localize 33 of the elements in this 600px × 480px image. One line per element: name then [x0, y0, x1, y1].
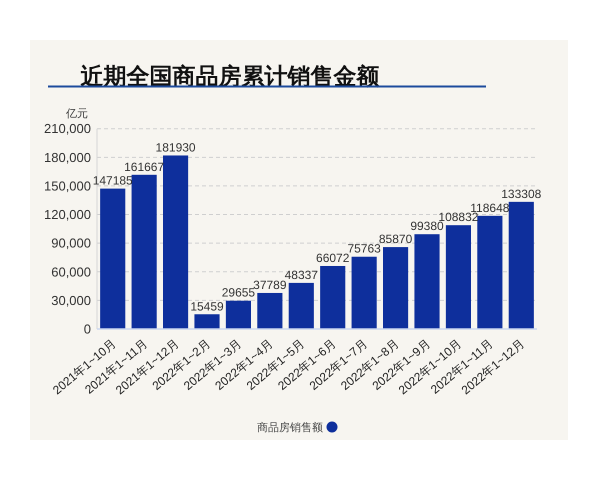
bar [352, 256, 377, 329]
bar [508, 202, 534, 329]
y-tick-label: 0 [84, 322, 91, 336]
y-tick-label: 30,000 [51, 292, 91, 308]
data-label: 133308 [501, 186, 542, 201]
data-label: 48337 [284, 268, 318, 282]
y-tick-label: 150,000 [44, 178, 91, 194]
bar [194, 314, 220, 329]
bar [257, 292, 282, 329]
y-axis-title: 亿元 [65, 108, 88, 120]
data-label: 15459 [190, 299, 224, 314]
data-label: 66072 [316, 250, 350, 265]
y-tick-label: 210,000 [44, 121, 91, 136]
bar [446, 225, 471, 329]
data-label: 37789 [253, 278, 287, 292]
bar [226, 300, 251, 329]
bar [414, 234, 440, 329]
bar [100, 188, 126, 329]
bar [320, 266, 346, 329]
bar [383, 247, 408, 329]
bar [163, 155, 188, 329]
data-label: 85870 [378, 232, 413, 246]
bar [132, 174, 157, 329]
y-tick-label: 180,000 [44, 150, 91, 165]
y-tick-label: 60,000 [51, 264, 91, 280]
legend-label: 商品房销售额 [257, 421, 323, 434]
data-label: 181930 [156, 140, 196, 154]
y-tick-label: 90,000 [51, 236, 91, 251]
data-label: 75763 [347, 242, 382, 256]
bar [477, 216, 502, 329]
y-tick-label: 120,000 [44, 207, 91, 222]
bar [288, 282, 314, 329]
legend-item: 商品房销售额 [257, 422, 338, 434]
